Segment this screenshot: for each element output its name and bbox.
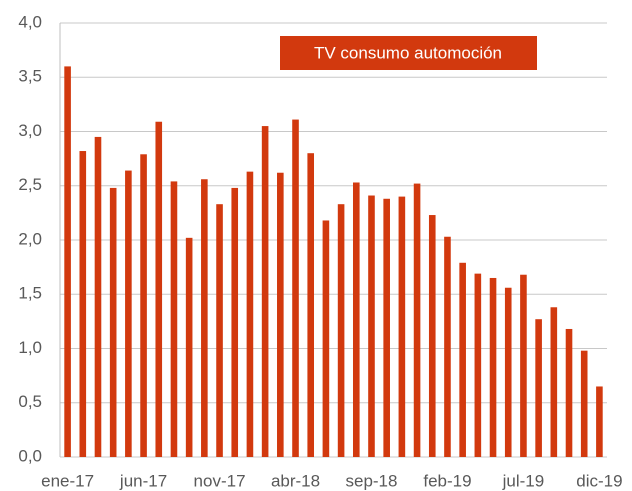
- legend-box: [280, 36, 537, 70]
- bar: [155, 121, 163, 458]
- bar: [580, 350, 588, 457]
- bar: [489, 277, 497, 457]
- bar: [246, 171, 254, 457]
- x-tick-label: jul-19: [502, 471, 545, 490]
- y-tick-label: 0,0: [18, 446, 42, 465]
- y-tick-label: 0,5: [18, 392, 42, 411]
- bar: [277, 172, 284, 458]
- y-tick-label: 1,0: [18, 338, 42, 357]
- y-tick-label: 2,5: [18, 175, 42, 194]
- bar: [231, 187, 239, 458]
- x-tick-label: feb-19: [423, 471, 471, 490]
- y-tick-label: 3,0: [18, 121, 42, 140]
- y-tick-label: 1,5: [18, 284, 42, 303]
- bar: [79, 151, 87, 457]
- bar: [201, 179, 208, 458]
- legend-label: TV consumo automoción: [314, 43, 502, 62]
- bar: [125, 170, 132, 457]
- bar: [64, 66, 71, 458]
- bar: [352, 182, 360, 457]
- bar: [307, 153, 315, 457]
- bar: [140, 154, 147, 457]
- bar: [428, 215, 436, 457]
- y-tick-label: 3,5: [18, 67, 42, 86]
- bar: [109, 187, 117, 458]
- bar: [292, 119, 299, 457]
- bar: [170, 181, 178, 457]
- bar: [322, 220, 330, 457]
- x-tick-label: sep-18: [345, 471, 397, 490]
- bar: [520, 274, 527, 457]
- x-tick-label: abr-18: [271, 471, 320, 490]
- bar: [474, 273, 482, 457]
- y-tick-label: 2,0: [18, 229, 42, 248]
- bar: [459, 262, 466, 457]
- bar: [565, 328, 573, 457]
- x-tick-label: jun-17: [119, 471, 167, 490]
- y-tick-label: 4,0: [18, 12, 42, 31]
- bar: [185, 237, 193, 457]
- bar: [383, 198, 390, 457]
- x-tick-label: dic-19: [576, 471, 622, 490]
- bar: [596, 386, 603, 457]
- bar: [504, 287, 512, 457]
- x-tick-label: ene-17: [41, 471, 94, 490]
- bar: [535, 319, 542, 457]
- x-tick-label: nov-17: [194, 471, 246, 490]
- bar: [444, 236, 451, 457]
- bar: [261, 126, 269, 457]
- bar: [94, 136, 102, 458]
- bar: [337, 204, 345, 457]
- bar: [398, 196, 406, 457]
- bar: [550, 307, 558, 457]
- bar: [368, 195, 375, 457]
- bar: [216, 204, 223, 457]
- bar: [413, 183, 421, 457]
